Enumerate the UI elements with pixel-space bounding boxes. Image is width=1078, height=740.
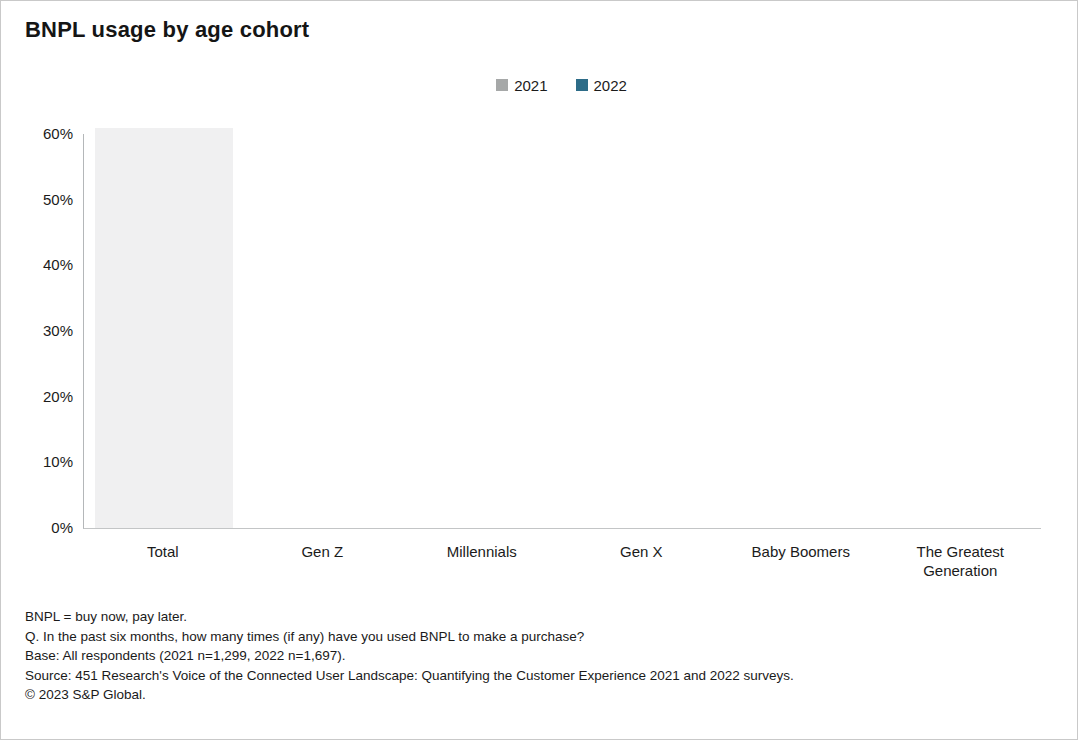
category-group-gen-z xyxy=(244,134,404,528)
x-category-label: The Greatest Generation xyxy=(881,542,1041,580)
legend-label-2021: 2021 xyxy=(514,77,547,94)
x-category-label: Gen Z xyxy=(243,542,403,580)
footnote-line: © 2023 S&P Global. xyxy=(25,685,1057,705)
legend-swatch-2022-icon xyxy=(576,79,588,91)
x-category-label: Millennials xyxy=(402,542,562,580)
x-category-label: Baby Boomers xyxy=(721,542,881,580)
legend-swatch-2021-icon xyxy=(496,79,508,91)
category-group-baby-boomers xyxy=(722,134,882,528)
y-tick-label: 0% xyxy=(51,519,73,537)
footnotes: BNPL = buy now, pay later. Q. In the pas… xyxy=(25,607,1057,705)
y-tick-label: 30% xyxy=(43,322,73,340)
y-axis-labels: 60% 50% 40% 30% 20% 10% 0% xyxy=(1,125,73,537)
x-category-label: Total xyxy=(83,542,243,580)
y-tick-label: 40% xyxy=(43,256,73,274)
legend-label-2022: 2022 xyxy=(594,77,627,94)
x-axis-labels: Total Gen Z Millennials Gen X Baby Boome… xyxy=(83,542,1040,580)
y-tick-label: 20% xyxy=(43,388,73,406)
category-group-greatest-generation xyxy=(882,134,1042,528)
footnote-line: Q. In the past six months, how many time… xyxy=(25,627,1057,647)
legend: 2021 2022 xyxy=(83,75,1040,95)
category-group-total xyxy=(84,134,244,528)
category-group-millennials xyxy=(403,134,563,528)
footnote-line: Base: All respondents (2021 n=1,299, 202… xyxy=(25,646,1057,666)
footnote-line: BNPL = buy now, pay later. xyxy=(25,607,1057,627)
plot-area xyxy=(83,134,1041,529)
y-tick-label: 50% xyxy=(43,191,73,209)
x-category-label: Gen X xyxy=(562,542,722,580)
report-chart-page: BNPL usage by age cohort 2021 2022 60% 5… xyxy=(0,0,1078,740)
highlight-band xyxy=(95,128,233,528)
footnote-line: Source: 451 Research's Voice of the Conn… xyxy=(25,666,1057,686)
legend-item-2022: 2022 xyxy=(576,77,627,94)
category-group-gen-x xyxy=(563,134,723,528)
legend-item-2021: 2021 xyxy=(496,77,547,94)
y-tick-label: 10% xyxy=(43,453,73,471)
page-title: BNPL usage by age cohort xyxy=(25,17,309,43)
y-tick-label: 60% xyxy=(43,125,73,143)
